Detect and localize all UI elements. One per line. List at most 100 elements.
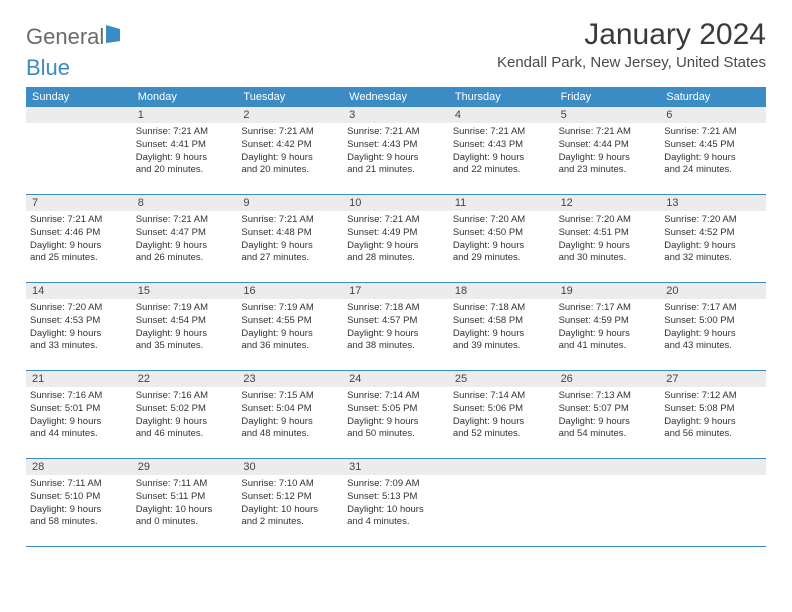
- day-info: Sunrise: 7:10 AMSunset: 5:12 PMDaylight:…: [241, 475, 339, 529]
- day-info: Sunrise: 7:18 AMSunset: 4:57 PMDaylight:…: [347, 299, 445, 353]
- day-number: 17: [343, 283, 449, 299]
- calendar-cell: 28Sunrise: 7:11 AMSunset: 5:10 PMDayligh…: [26, 459, 132, 547]
- sunset-line: Sunset: 4:51 PM: [559, 227, 657, 240]
- sunrise-line: Sunrise: 7:15 AM: [241, 390, 339, 403]
- weekday-header: Monday: [132, 87, 238, 107]
- daylight-line2: and 23 minutes.: [559, 164, 657, 177]
- calendar-cell: 16Sunrise: 7:19 AMSunset: 4:55 PMDayligh…: [237, 283, 343, 371]
- daylight-line1: Daylight: 9 hours: [453, 328, 551, 341]
- daylight-line2: and 33 minutes.: [30, 340, 128, 353]
- day-number: 3: [343, 107, 449, 123]
- daylight-line1: Daylight: 9 hours: [136, 240, 234, 253]
- calendar-cell: [26, 107, 132, 195]
- day-number-empty: [449, 459, 555, 475]
- sunset-line: Sunset: 5:12 PM: [241, 491, 339, 504]
- calendar-cell: 7Sunrise: 7:21 AMSunset: 4:46 PMDaylight…: [26, 195, 132, 283]
- day-number: 29: [132, 459, 238, 475]
- daylight-line2: and 30 minutes.: [559, 252, 657, 265]
- sunrise-line: Sunrise: 7:21 AM: [453, 126, 551, 139]
- calendar-cell: 10Sunrise: 7:21 AMSunset: 4:49 PMDayligh…: [343, 195, 449, 283]
- sunrise-line: Sunrise: 7:20 AM: [664, 214, 762, 227]
- daylight-line2: and 26 minutes.: [136, 252, 234, 265]
- day-info: Sunrise: 7:09 AMSunset: 5:13 PMDaylight:…: [347, 475, 445, 529]
- day-number: 19: [555, 283, 661, 299]
- day-number: 4: [449, 107, 555, 123]
- title-block: January 2024 Kendall Park, New Jersey, U…: [497, 18, 766, 71]
- daylight-line1: Daylight: 9 hours: [664, 328, 762, 341]
- calendar-cell: 12Sunrise: 7:20 AMSunset: 4:51 PMDayligh…: [555, 195, 661, 283]
- daylight-line2: and 54 minutes.: [559, 428, 657, 441]
- sunrise-line: Sunrise: 7:21 AM: [664, 126, 762, 139]
- day-number: 27: [660, 371, 766, 387]
- daylight-line1: Daylight: 9 hours: [559, 328, 657, 341]
- day-info: Sunrise: 7:21 AMSunset: 4:41 PMDaylight:…: [136, 123, 234, 177]
- day-number: 23: [237, 371, 343, 387]
- day-info: Sunrise: 7:19 AMSunset: 4:55 PMDaylight:…: [241, 299, 339, 353]
- sunrise-line: Sunrise: 7:18 AM: [347, 302, 445, 315]
- daylight-line1: Daylight: 9 hours: [664, 416, 762, 429]
- daylight-line2: and 2 minutes.: [241, 516, 339, 529]
- calendar-cell: 27Sunrise: 7:12 AMSunset: 5:08 PMDayligh…: [660, 371, 766, 459]
- daylight-line2: and 20 minutes.: [136, 164, 234, 177]
- daylight-line1: Daylight: 9 hours: [453, 152, 551, 165]
- day-info: Sunrise: 7:20 AMSunset: 4:53 PMDaylight:…: [30, 299, 128, 353]
- daylight-line1: Daylight: 9 hours: [30, 416, 128, 429]
- sunrise-line: Sunrise: 7:21 AM: [136, 126, 234, 139]
- weekday-header: Saturday: [660, 87, 766, 107]
- day-number: 18: [449, 283, 555, 299]
- sunset-line: Sunset: 4:44 PM: [559, 139, 657, 152]
- sunset-line: Sunset: 4:59 PM: [559, 315, 657, 328]
- day-number: 25: [449, 371, 555, 387]
- daylight-line1: Daylight: 9 hours: [559, 240, 657, 253]
- sunrise-line: Sunrise: 7:20 AM: [453, 214, 551, 227]
- day-number: 11: [449, 195, 555, 211]
- day-number: 28: [26, 459, 132, 475]
- sunset-line: Sunset: 4:43 PM: [453, 139, 551, 152]
- day-number: 1: [132, 107, 238, 123]
- sunset-line: Sunset: 4:48 PM: [241, 227, 339, 240]
- daylight-line2: and 24 minutes.: [664, 164, 762, 177]
- daylight-line2: and 48 minutes.: [241, 428, 339, 441]
- logo-triangle-icon: [106, 23, 120, 43]
- sunrise-line: Sunrise: 7:21 AM: [241, 214, 339, 227]
- sunrise-line: Sunrise: 7:17 AM: [559, 302, 657, 315]
- calendar-cell: 17Sunrise: 7:18 AMSunset: 4:57 PMDayligh…: [343, 283, 449, 371]
- daylight-line2: and 36 minutes.: [241, 340, 339, 353]
- calendar-cell: 6Sunrise: 7:21 AMSunset: 4:45 PMDaylight…: [660, 107, 766, 195]
- day-info: Sunrise: 7:20 AMSunset: 4:51 PMDaylight:…: [559, 211, 657, 265]
- sunrise-line: Sunrise: 7:09 AM: [347, 478, 445, 491]
- daylight-line2: and 27 minutes.: [241, 252, 339, 265]
- logo-text-1: General: [26, 24, 104, 50]
- day-number: 6: [660, 107, 766, 123]
- day-info: Sunrise: 7:21 AMSunset: 4:42 PMDaylight:…: [241, 123, 339, 177]
- day-number: 20: [660, 283, 766, 299]
- day-info: Sunrise: 7:19 AMSunset: 4:54 PMDaylight:…: [136, 299, 234, 353]
- calendar-cell: 5Sunrise: 7:21 AMSunset: 4:44 PMDaylight…: [555, 107, 661, 195]
- daylight-line1: Daylight: 10 hours: [136, 504, 234, 517]
- calendar-cell: 15Sunrise: 7:19 AMSunset: 4:54 PMDayligh…: [132, 283, 238, 371]
- sunset-line: Sunset: 5:00 PM: [664, 315, 762, 328]
- calendar-cell: 24Sunrise: 7:14 AMSunset: 5:05 PMDayligh…: [343, 371, 449, 459]
- day-info: Sunrise: 7:14 AMSunset: 5:05 PMDaylight:…: [347, 387, 445, 441]
- calendar-page: General January 2024 Kendall Park, New J…: [0, 0, 792, 547]
- day-info: Sunrise: 7:15 AMSunset: 5:04 PMDaylight:…: [241, 387, 339, 441]
- day-info: Sunrise: 7:14 AMSunset: 5:06 PMDaylight:…: [453, 387, 551, 441]
- sunset-line: Sunset: 4:41 PM: [136, 139, 234, 152]
- daylight-line2: and 28 minutes.: [347, 252, 445, 265]
- sunrise-line: Sunrise: 7:20 AM: [30, 302, 128, 315]
- day-number: 16: [237, 283, 343, 299]
- daylight-line1: Daylight: 9 hours: [30, 240, 128, 253]
- day-info: Sunrise: 7:13 AMSunset: 5:07 PMDaylight:…: [559, 387, 657, 441]
- calendar-cell: [449, 459, 555, 547]
- daylight-line1: Daylight: 9 hours: [664, 240, 762, 253]
- sunrise-line: Sunrise: 7:14 AM: [453, 390, 551, 403]
- sunset-line: Sunset: 4:43 PM: [347, 139, 445, 152]
- calendar-cell: 18Sunrise: 7:18 AMSunset: 4:58 PMDayligh…: [449, 283, 555, 371]
- day-info: Sunrise: 7:21 AMSunset: 4:45 PMDaylight:…: [664, 123, 762, 177]
- calendar-cell: [660, 459, 766, 547]
- day-number: 26: [555, 371, 661, 387]
- daylight-line1: Daylight: 9 hours: [559, 416, 657, 429]
- daylight-line2: and 46 minutes.: [136, 428, 234, 441]
- day-number: 9: [237, 195, 343, 211]
- daylight-line1: Daylight: 9 hours: [453, 416, 551, 429]
